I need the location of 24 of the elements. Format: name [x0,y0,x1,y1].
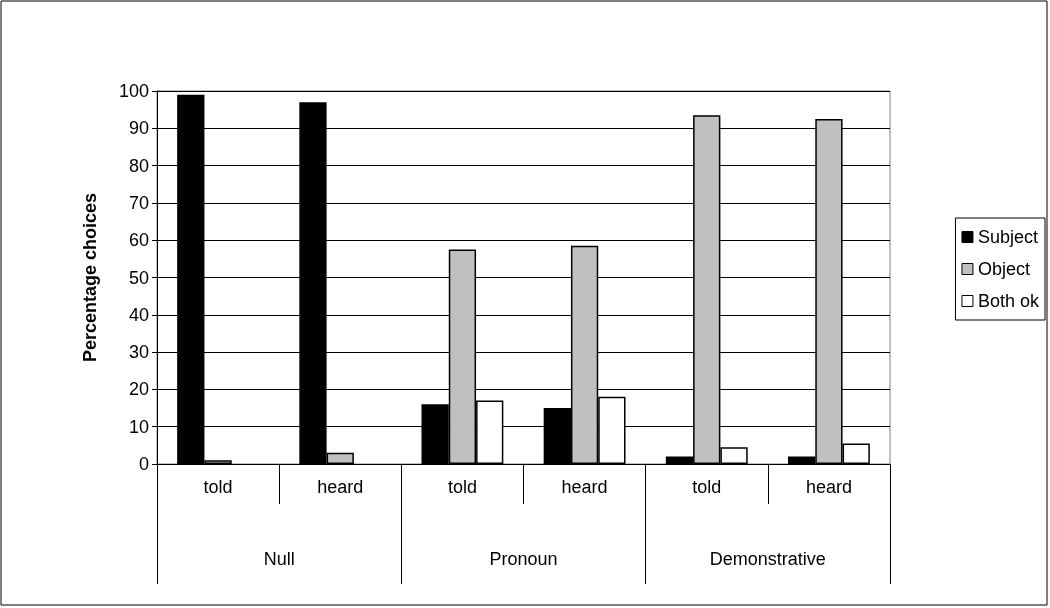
y-tick-label: 0 [138,454,149,474]
y-tick-label: 50 [128,267,149,288]
y-tick-label: 20 [128,379,149,400]
text: Demonstrative [709,549,826,569]
x-tick-label: heard [805,477,852,497]
y-tick-label: 30 [128,342,149,363]
x-tick-label: told [203,477,233,497]
y-tick-label: 80 [128,155,149,176]
y-tick-label: 60 [128,230,149,251]
x-tick-label: heard [561,477,608,497]
y-tick-label: 90 [128,118,149,139]
y-tick-label: 70 [128,192,149,213]
x-tick-label: told [692,477,722,497]
legend-label: Subject [977,227,1039,247]
y-tick-label: 10 [128,416,149,437]
y-tick-label: 100 [118,81,149,101]
legend-label: Both ok [977,291,1040,311]
text: Pronoun [489,549,558,569]
y-tick-label: 40 [128,304,149,325]
text: Null [263,549,295,569]
x-tick-label: told [447,477,477,497]
y-axis-title: Percentage choices [80,192,100,363]
legend-label: Object [977,259,1030,279]
x-tick-label: heard [317,477,364,497]
